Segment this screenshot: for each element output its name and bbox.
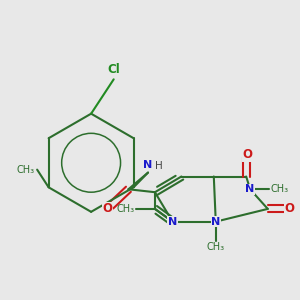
Text: O: O: [243, 148, 253, 161]
Text: O: O: [285, 202, 295, 215]
Text: CH₃: CH₃: [116, 204, 134, 214]
Text: H: H: [154, 161, 162, 171]
Text: CH₃: CH₃: [207, 242, 225, 252]
Text: N: N: [143, 160, 153, 170]
Text: N: N: [211, 217, 220, 226]
Text: CH₃: CH₃: [16, 165, 35, 175]
Text: Cl: Cl: [107, 63, 120, 76]
Text: CH₃: CH₃: [271, 184, 289, 194]
Text: N: N: [168, 217, 177, 226]
Text: O: O: [103, 202, 113, 215]
Text: N: N: [245, 184, 255, 194]
